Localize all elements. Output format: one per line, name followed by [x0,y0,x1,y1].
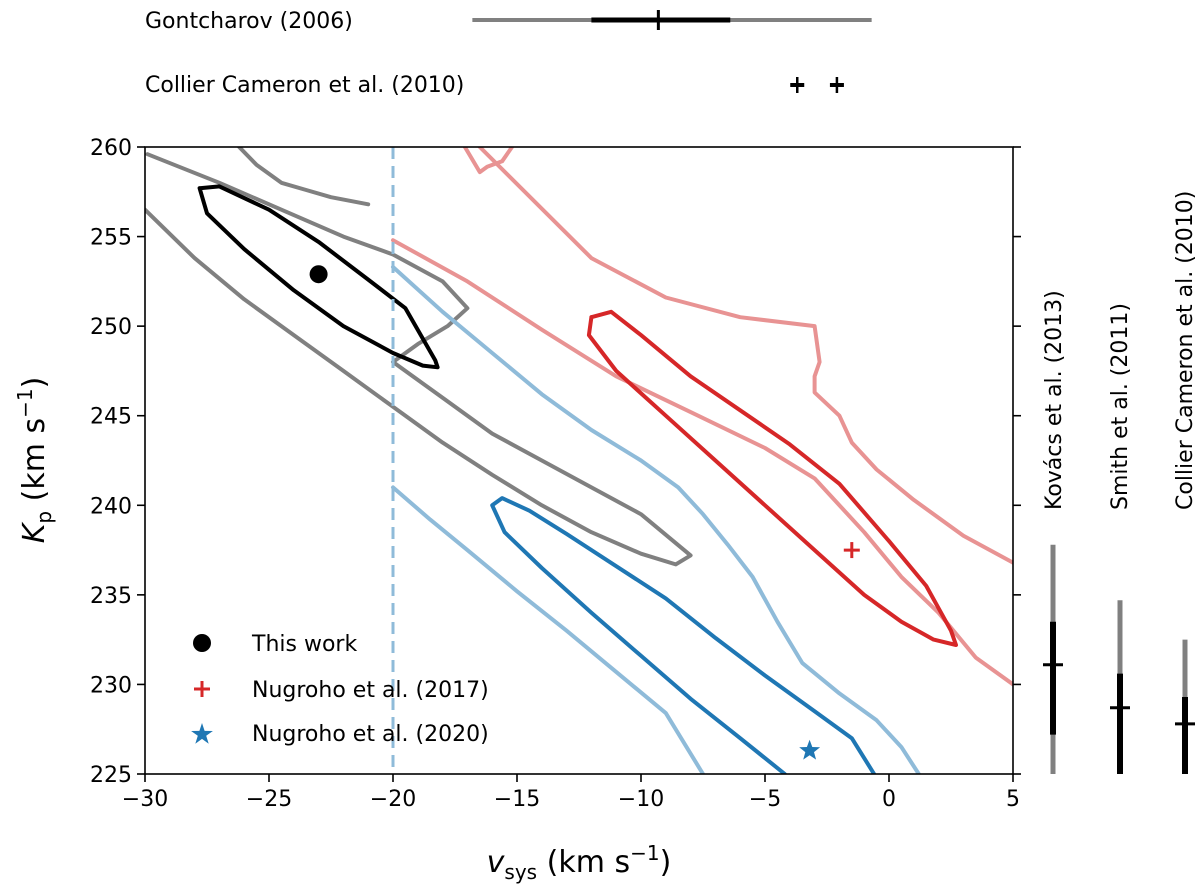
x-tick-label: −15 [494,787,540,812]
y-tick-label: 225 [90,763,132,788]
legend-marker-nugroho-2020 [191,723,213,744]
contour-n2020-inner [490,496,877,774]
contour-n2017-top-blob [462,147,514,175]
y-axis-label: Kp (km s−1) [13,377,56,544]
y-tick-label: 255 [90,226,132,251]
contour-this-work-upper-gray [237,147,371,207]
contour-n2017-outer-b [477,147,1013,565]
x-axis-label: vsys (km s−1) [487,841,672,884]
marker-nugroho-2020 [799,739,821,760]
legend: This work Nugroho et al. (2017) Nugroho … [191,632,489,747]
legend-label-this-work: This work [251,632,357,657]
ref-label-collier-cameron-right: Collier Cameron et al. (2010) [1173,191,1198,510]
y-tick-label: 245 [90,405,132,430]
x-tick-label: −30 [122,787,168,812]
x-tick-label: −25 [246,787,292,812]
ref-label-kovacs: Kovács et al. (2013) [1042,290,1067,510]
contour-n2020-outer-b [391,485,705,774]
contour-n2020-outer-a [391,265,921,774]
y-tick-label: 250 [90,315,132,340]
top-reference-panel: Gontcharov (2006) Collier Cameron et al.… [145,9,872,98]
legend-marker-this-work [193,634,211,652]
ref-label-gontcharov: Gontcharov (2006) [145,9,353,34]
marker-this-work [309,265,328,284]
plot-frame [144,146,1014,775]
x-tick-label: 5 [1006,787,1020,812]
contour-this-work-inner [197,184,440,370]
x-tick-label: −5 [749,787,781,812]
y-tick-label: 235 [90,584,132,609]
legend-label-nugroho-2017: Nugroho et al. (2017) [252,678,489,703]
main-plot: −30 −25 −20 −15 −10 −5 0 5 225 230 235 240 245 250 25… [13,136,1021,884]
marker-nugroho-2017 [843,542,860,559]
ref-label-collier-cameron-top: Collier Cameron et al. (2010) [145,73,464,98]
legend-label-nugroho-2020: Nugroho et al. (2020) [252,722,489,747]
y-tick-label: 240 [90,494,132,519]
collier-cameron-point [829,77,844,93]
contour-this-work-outer [145,152,693,567]
y-tick-label: 260 [90,136,132,161]
x-tick-label: 0 [882,787,896,812]
y-tick-label: 230 [90,673,132,698]
ref-label-smith: Smith et al. (2011) [1108,303,1133,510]
contour-n2017-inner [586,309,958,647]
legend-marker-nugroho-2017 [194,681,210,697]
right-reference-panel: Kovács et al. (2013) Smith et al. (2011)… [1042,191,1198,774]
x-tick-label: −20 [370,787,416,812]
x-tick-label: −10 [618,787,664,812]
collier-cameron-point [790,77,805,93]
